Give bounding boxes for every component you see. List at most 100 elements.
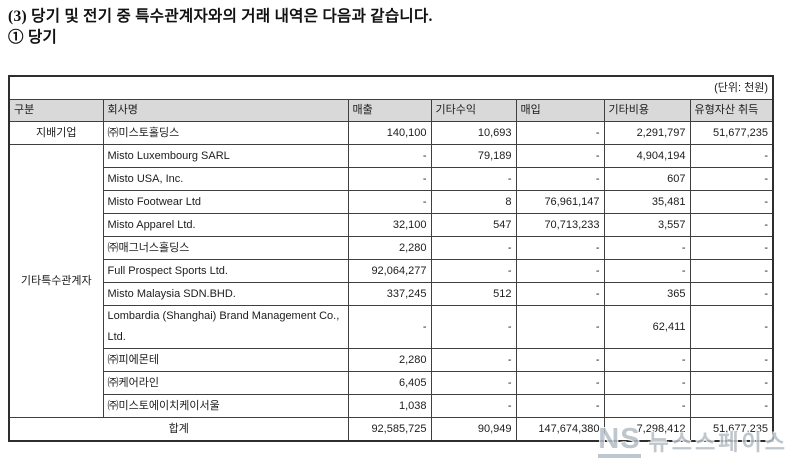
company-name-cell: Misto Footwear Ltd — [102, 190, 349, 214]
unit-row: (단위: 천원) — [8, 75, 774, 100]
table-row: ㈜매그너스홀딩스 2,280- - - - — [9, 236, 774, 260]
total-value-cell: 92,585,725 — [347, 417, 432, 442]
value-cell: - — [689, 190, 774, 214]
total-value-cell: 90,949 — [430, 417, 517, 442]
value-cell: - — [689, 236, 774, 260]
table-row: Misto Malaysia SDN.BHD. 337,245 512-365- — [9, 282, 774, 306]
value-cell: - — [515, 144, 605, 168]
column-header-sales: 매출 — [347, 99, 432, 122]
value-cell: 51,677,235 — [689, 121, 774, 145]
related-party-transactions-table: (단위: 천원) 구분 회사명 매출 기타수익 매입 기타비용 유형자산 취득 … — [8, 75, 775, 442]
total-value-cell: 51,677,235 — [689, 417, 774, 442]
value-cell: - — [689, 305, 774, 349]
column-header-company: 회사명 — [102, 99, 349, 122]
company-name-cell: ㈜케어라인 — [102, 371, 349, 395]
unit-label: (단위: 천원) — [8, 75, 774, 100]
value-cell: 8 — [430, 190, 517, 214]
company-name-cell: Full Prospect Sports Ltd. — [102, 259, 349, 283]
value-cell: - — [347, 167, 432, 191]
value-cell: - — [515, 282, 605, 306]
value-cell: - — [689, 394, 774, 418]
table-row: Misto Apparel Ltd. 32,100 547 70,713,233 3,5… — [9, 213, 774, 237]
column-header-gubun: 구분 — [8, 99, 104, 122]
value-cell: 140,100 — [347, 121, 432, 145]
value-cell: 337,245 — [347, 282, 432, 306]
value-cell: - — [603, 371, 691, 395]
table-row: ㈜미스토에이치케이서울 1,038- - - - — [9, 394, 774, 418]
value-cell: - — [347, 190, 432, 214]
value-cell: 365 — [603, 282, 691, 306]
table-body: 지배기업 ㈜미스토홀딩스 140,100 10,693-2,291,797 51,677… — [8, 121, 774, 442]
total-value-cell: 147,674,380 — [515, 417, 605, 442]
value-cell: - — [430, 167, 517, 191]
column-header-tangible-asset-acquisition: 유형자산 취득 — [689, 99, 774, 122]
value-cell: 79,189 — [430, 144, 517, 168]
value-cell: 32,100 — [347, 213, 432, 237]
value-cell: - — [515, 236, 605, 260]
value-cell: - — [515, 167, 605, 191]
value-cell: 62,411 — [603, 305, 691, 349]
page-subtitle: ① 당기 — [8, 29, 58, 46]
table-row: Lombardia (Shanghai) Brand Management Co… — [9, 305, 774, 349]
column-header-purchases: 매입 — [515, 99, 605, 122]
value-cell: - — [689, 213, 774, 237]
total-label: 합계 — [8, 417, 349, 442]
table-row: Misto USA, Inc. - - -607- — [9, 167, 774, 191]
value-cell: 2,280 — [347, 236, 432, 260]
value-cell: 76,961,147 — [515, 190, 605, 214]
value-cell: - — [689, 259, 774, 283]
value-cell: - — [430, 236, 517, 260]
value-cell: 3,557 — [603, 213, 691, 237]
value-cell: 2,291,797 — [603, 121, 691, 145]
company-name-cell: Lombardia (Shanghai) Brand Management Co… — [102, 305, 349, 349]
value-cell: - — [347, 144, 432, 168]
company-name-cell: Misto Luxembourg SARL — [102, 144, 349, 168]
value-cell: - — [515, 305, 605, 349]
value-cell: - — [689, 348, 774, 372]
value-cell: - — [515, 348, 605, 372]
total-row: 합계 92,585,725 90,949 147,674,380 7,298,412 51… — [8, 417, 774, 442]
column-header-other-income: 기타수익 — [430, 99, 517, 122]
value-cell: - — [603, 259, 691, 283]
value-cell: 512 — [430, 282, 517, 306]
value-cell: 4,904,194 — [603, 144, 691, 168]
value-cell: - — [430, 394, 517, 418]
value-cell: - — [515, 121, 605, 145]
company-name-cell: ㈜피에몬테 — [102, 348, 349, 372]
group-label: 지배기업 — [8, 121, 104, 145]
value-cell: - — [603, 348, 691, 372]
value-cell: - — [430, 348, 517, 372]
value-cell: - — [603, 236, 691, 260]
value-cell: - — [430, 305, 517, 349]
table-row: Full Prospect Sports Ltd. 92,064,277- - - - — [9, 259, 774, 283]
table-row: Misto Footwear Ltd -8 76,961,147 35,481- — [9, 190, 774, 214]
value-cell: - — [515, 259, 605, 283]
value-cell: 547 — [430, 213, 517, 237]
company-name-cell: ㈜미스토홀딩스 — [102, 121, 349, 145]
value-cell: - — [515, 394, 605, 418]
value-cell: - — [689, 371, 774, 395]
table-row: ㈜케어라인 6,405- - - - — [9, 371, 774, 395]
value-cell: 92,064,277 — [347, 259, 432, 283]
value-cell: - — [689, 144, 774, 168]
page-title: (3) 당기 및 전기 중 특수관계자와의 거래 내역은 다음과 같습니다. — [8, 8, 433, 25]
column-header-other-expenses: 기타비용 — [603, 99, 691, 122]
table-row: 기타특수관계자 Misto Luxembourg SARL -79,189-4,90… — [8, 144, 774, 418]
value-cell: 35,481 — [603, 190, 691, 214]
table-row: ㈜피에몬테 2,280- - - - — [9, 348, 774, 372]
company-name-cell: ㈜미스토에이치케이서울 — [102, 394, 349, 418]
value-cell: 607 — [603, 167, 691, 191]
group-label: 기타특수관계자 — [8, 144, 104, 418]
company-name-cell: Misto Malaysia SDN.BHD. — [102, 282, 349, 306]
company-name-cell: Misto Apparel Ltd. — [102, 213, 349, 237]
section-titles: (3) 당기 및 전기 중 특수관계자와의 거래 내역은 다음과 같습니다. ①… — [0, 0, 792, 48]
total-value-cell: 7,298,412 — [603, 417, 691, 442]
value-cell: 70,713,233 — [515, 213, 605, 237]
value-cell: - — [689, 282, 774, 306]
value-cell: - — [689, 167, 774, 191]
table-row: 지배기업 ㈜미스토홀딩스 140,100 10,693-2,291,797 51,677… — [8, 121, 774, 145]
table-header-row: 구분 회사명 매출 기타수익 매입 기타비용 유형자산 취득 — [8, 99, 774, 122]
value-cell: - — [347, 305, 432, 349]
value-cell: - — [430, 371, 517, 395]
